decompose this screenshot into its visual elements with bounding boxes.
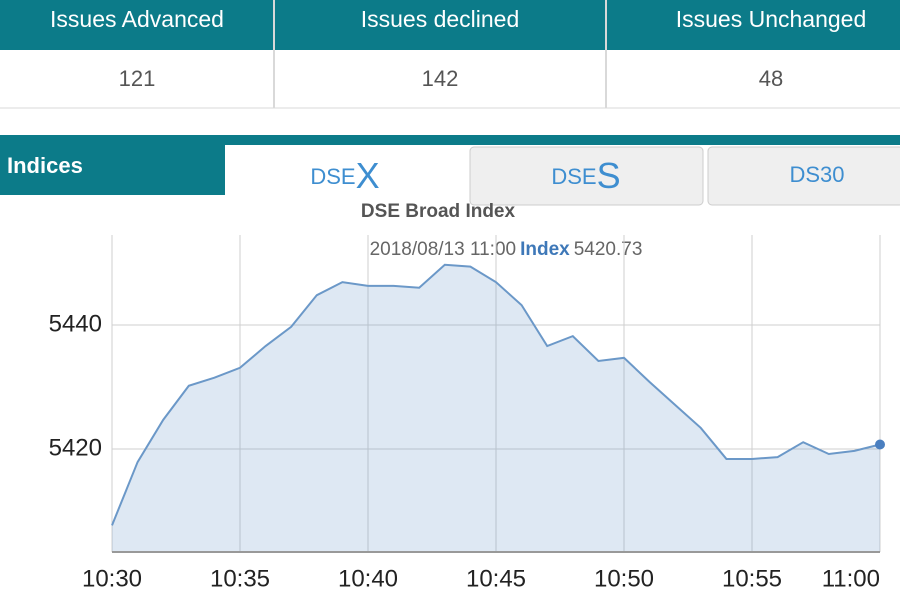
tab-prefix: DSE: [310, 164, 355, 189]
x-tick-label: 10:55: [722, 565, 782, 592]
y-tick-label: 5440: [49, 310, 102, 337]
tooltip-date: 2018/08/13 11:00: [370, 239, 517, 260]
tab[interactable]: [228, 147, 462, 209]
x-tick-label: 10:30: [82, 565, 142, 592]
table-header: Issues declined: [361, 6, 520, 32]
tab-suffix: X: [356, 155, 380, 196]
tab-label[interactable]: DS30: [789, 162, 844, 187]
tooltip-value: 5420.73: [574, 239, 643, 260]
indices-label: Indices: [7, 153, 83, 178]
tab[interactable]: [469, 146, 704, 206]
table-header: Issues Advanced: [50, 6, 224, 32]
tab-bar: [0, 135, 900, 145]
tab-label[interactable]: DSEX: [310, 155, 379, 196]
plot: 10:30 10:35 10:40 10:45 10:50 10:55 11:00 5420 5…: [49, 235, 885, 592]
x-tick-label: 10:45: [466, 565, 526, 592]
line: [111, 263, 881, 526]
tooltip: 2018/08/13 11:00Index5420.73: [370, 239, 643, 260]
tab-prefix: DSE: [551, 164, 596, 189]
table-header-bg: [0, 0, 900, 50]
table-cell: 121: [119, 66, 156, 91]
x-tick-label: 11:00: [822, 565, 880, 592]
table-header: Issues Unchanged: [676, 6, 867, 32]
x-tick-label: 10:35: [210, 565, 270, 592]
chart-title: DSE Broad Index: [361, 201, 516, 222]
tooltip-series: Index: [520, 239, 570, 260]
hover-point: [875, 439, 885, 450]
tab-suffix: S: [597, 155, 621, 196]
area-fill: [112, 264, 880, 552]
y-tick-label: 5420: [49, 434, 102, 461]
table-cell: 142: [422, 66, 459, 91]
tab-label[interactable]: DSES: [551, 155, 620, 196]
x-tick-label: 10:50: [594, 565, 654, 592]
table-cell: 48: [759, 66, 783, 91]
x-tick-label: 10:40: [338, 565, 398, 592]
indices-label-bg: [0, 145, 225, 195]
tab[interactable]: [707, 146, 900, 206]
